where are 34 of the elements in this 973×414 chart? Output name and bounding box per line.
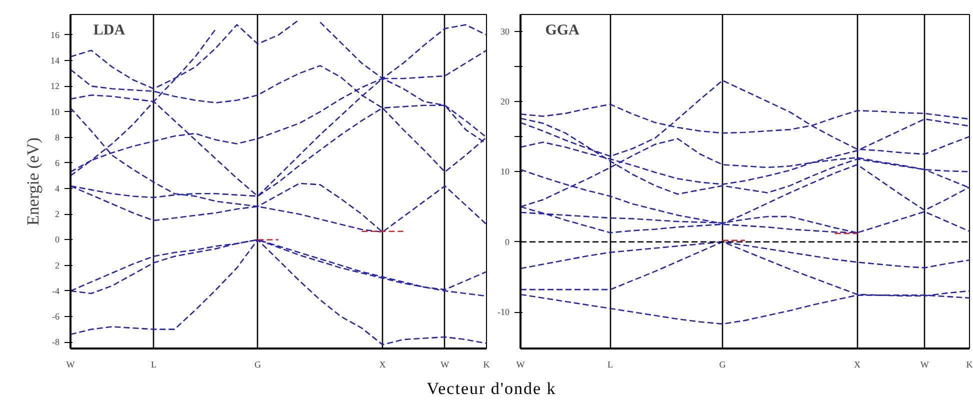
- x-tick-label: W: [516, 360, 526, 370]
- y-tick-label: 6: [55, 158, 60, 168]
- y-tick-label: 2: [55, 260, 60, 270]
- y-tick-label: -10: [498, 307, 510, 318]
- y-tick-label: 10: [50, 106, 60, 117]
- y-tick-label: 0: [505, 236, 510, 247]
- y-tick-label: 16: [50, 30, 60, 40]
- y-tick-label: -4: [52, 286, 60, 296]
- x-tick-label: L: [608, 360, 614, 370]
- y-tick-label: 20: [500, 96, 510, 107]
- y-tick-label: -6: [52, 312, 60, 322]
- x-tick-label: K: [966, 360, 973, 370]
- x-tick-label: K: [483, 360, 490, 370]
- y-tick-label: 4: [55, 184, 60, 194]
- y-tick-label: 30: [500, 26, 510, 36]
- y-tick-label: 12: [50, 81, 60, 92]
- x-tick-label: X: [854, 360, 861, 370]
- y-tick-label: 8: [55, 132, 60, 142]
- x-tick-label: G: [254, 360, 262, 370]
- y-axis-title: Energie (eV): [24, 138, 42, 226]
- x-tick-label: W: [440, 360, 450, 370]
- x-tick-label: W: [920, 360, 930, 370]
- text: GGA: [545, 22, 580, 38]
- y-tick-label: 10: [500, 166, 510, 177]
- y-tick-label: 0: [55, 234, 60, 245]
- y-tick-label: 2: [55, 209, 60, 220]
- x-tick-label: G: [719, 360, 726, 370]
- x-tick-label: X: [379, 360, 386, 370]
- x-tick-label: W: [66, 360, 76, 370]
- y-tick-label: -8: [52, 337, 60, 348]
- x-tick-label: L: [150, 360, 156, 370]
- x-axis-title: Vecteur d'onde k: [426, 378, 556, 400]
- y-tick-label: 14: [50, 56, 60, 66]
- text: LDA: [93, 22, 126, 38]
